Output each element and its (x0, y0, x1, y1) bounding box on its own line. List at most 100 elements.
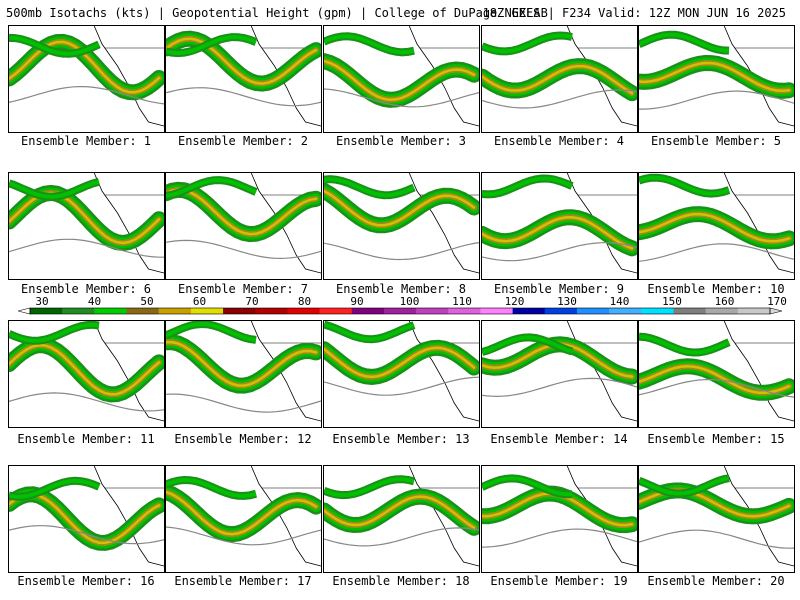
ensemble-member-map (481, 320, 638, 428)
jet-streak-band (482, 335, 573, 355)
colorbar-outline (29, 307, 771, 315)
height-contour (324, 376, 479, 396)
map-title: 500mb Isotachs (kts) | Geopotential Heig… (6, 6, 548, 20)
colorbar-segment (94, 308, 128, 314)
height-contour (482, 89, 637, 109)
jet-streak-band (482, 33, 573, 54)
ensemble-member-map (165, 465, 322, 573)
height-contour (324, 88, 479, 108)
jet-streak-band (482, 476, 573, 497)
colorbar-tick-label: 140 (610, 296, 630, 308)
height-contour (482, 242, 637, 262)
ensemble-member-label: Ensemble Member: 2 (177, 134, 309, 148)
jet-streak-band (166, 490, 318, 536)
colorbar-segment (737, 308, 771, 314)
height-contour (639, 529, 794, 549)
height-contour (639, 243, 794, 262)
jet-streak-band (639, 61, 791, 93)
colorbar-tick-label: 100 (400, 296, 420, 308)
ensemble-member-map (8, 25, 165, 133)
colorbar-segment (705, 308, 739, 314)
colorbar-tick-label: 160 (715, 296, 735, 308)
ensemble-member-map (481, 465, 638, 573)
ensemble-member-map (638, 465, 795, 573)
ensemble-member-map (323, 172, 480, 280)
colorbar-tick-label: 110 (452, 296, 472, 308)
ensemble-member-label: Ensemble Member: 12 (174, 432, 312, 446)
height-contour (324, 527, 479, 547)
jet-streak-band (324, 34, 415, 55)
colorbar-segment (223, 308, 256, 314)
ensemble-member-map (8, 320, 165, 428)
jet-streak-band (639, 365, 791, 395)
ensemble-member-map (638, 25, 795, 133)
ensemble-member-label: Ensemble Member: 9 (493, 282, 625, 296)
jet-streak-band (324, 322, 415, 342)
ensemble-member-label: Ensemble Member: 8 (335, 282, 467, 296)
jet-streak-band (324, 59, 476, 102)
colorbar-segment (126, 308, 160, 314)
ensemble-member-label: Ensemble Member: 4 (493, 134, 625, 148)
coastline (250, 466, 321, 567)
model-run-info: 18Z GEFS | F234 Valid: 12Z MON JUN 16 20… (482, 6, 786, 20)
coastline (250, 173, 321, 274)
colorbar-tick-label: 130 (557, 296, 577, 308)
ensemble-member-label: Ensemble Member: 17 (174, 574, 312, 588)
jet-streak-band (639, 175, 730, 196)
jet-streak-band (482, 216, 634, 250)
colorbar-segment (641, 308, 674, 314)
jet-streak-band (9, 343, 161, 396)
height-contour (166, 393, 321, 413)
ensemble-member-label: Ensemble Member: 1 (20, 134, 152, 148)
colorbar-segment (351, 308, 385, 314)
coastline (723, 466, 794, 567)
jet-streak-band (166, 37, 318, 85)
ensemble-member-label: Ensemble Member: 16 (17, 574, 155, 588)
height-contour (166, 526, 321, 546)
colorbar-segment (383, 308, 417, 314)
jet-streak-band (166, 178, 257, 198)
colorbar-segment (576, 308, 610, 314)
colorbar-segment (480, 308, 514, 314)
height-contour (482, 528, 637, 548)
colorbar-segment (512, 308, 546, 314)
colorbar-arrow (769, 307, 783, 315)
height-contour (482, 377, 637, 398)
colorbar-tick-label: 60 (193, 296, 206, 308)
jet-streak-band (639, 476, 730, 496)
ensemble-member-map (165, 320, 322, 428)
ensemble-member-map (8, 172, 165, 280)
height-contour (166, 87, 321, 107)
colorbar-tick-label: 150 (662, 296, 682, 308)
jet-streak-band (324, 477, 415, 498)
colorbar-tick-label: 120 (505, 296, 525, 308)
ensemble-member-label: Ensemble Member: 14 (490, 432, 628, 446)
jet-streak-band (639, 212, 791, 243)
coastline (723, 321, 794, 422)
ensemble-member-map (8, 465, 165, 573)
colorbar-tick-label: 80 (298, 296, 311, 308)
ensemble-member-label: Ensemble Member: 11 (17, 432, 155, 446)
jet-streak-band (166, 321, 257, 342)
ensemble-member-label: Ensemble Member: 19 (490, 574, 628, 588)
jet-streak-band (324, 189, 476, 227)
ensemble-member-map (323, 25, 480, 133)
jet-streak-band (9, 478, 100, 499)
colorbar-segment (62, 308, 95, 314)
colorbar-segment (158, 308, 192, 314)
ensemble-member-map (323, 465, 480, 573)
coastline (250, 26, 321, 127)
ensemble-member-map (323, 320, 480, 428)
ensemble-member-label: Ensemble Member: 13 (332, 432, 470, 446)
colorbar-tick-label: 30 (35, 296, 48, 308)
coastline (566, 26, 637, 127)
ensemble-member-map (165, 25, 322, 133)
jet-streak-band (639, 32, 730, 53)
ensemble-member-map (481, 25, 638, 133)
height-contour (639, 378, 794, 398)
coastline (408, 466, 479, 567)
ensemble-member-label: Ensemble Member: 5 (650, 134, 782, 148)
coastline (408, 173, 479, 274)
colorbar-segment (319, 308, 353, 314)
jet-streak-band (639, 334, 730, 355)
